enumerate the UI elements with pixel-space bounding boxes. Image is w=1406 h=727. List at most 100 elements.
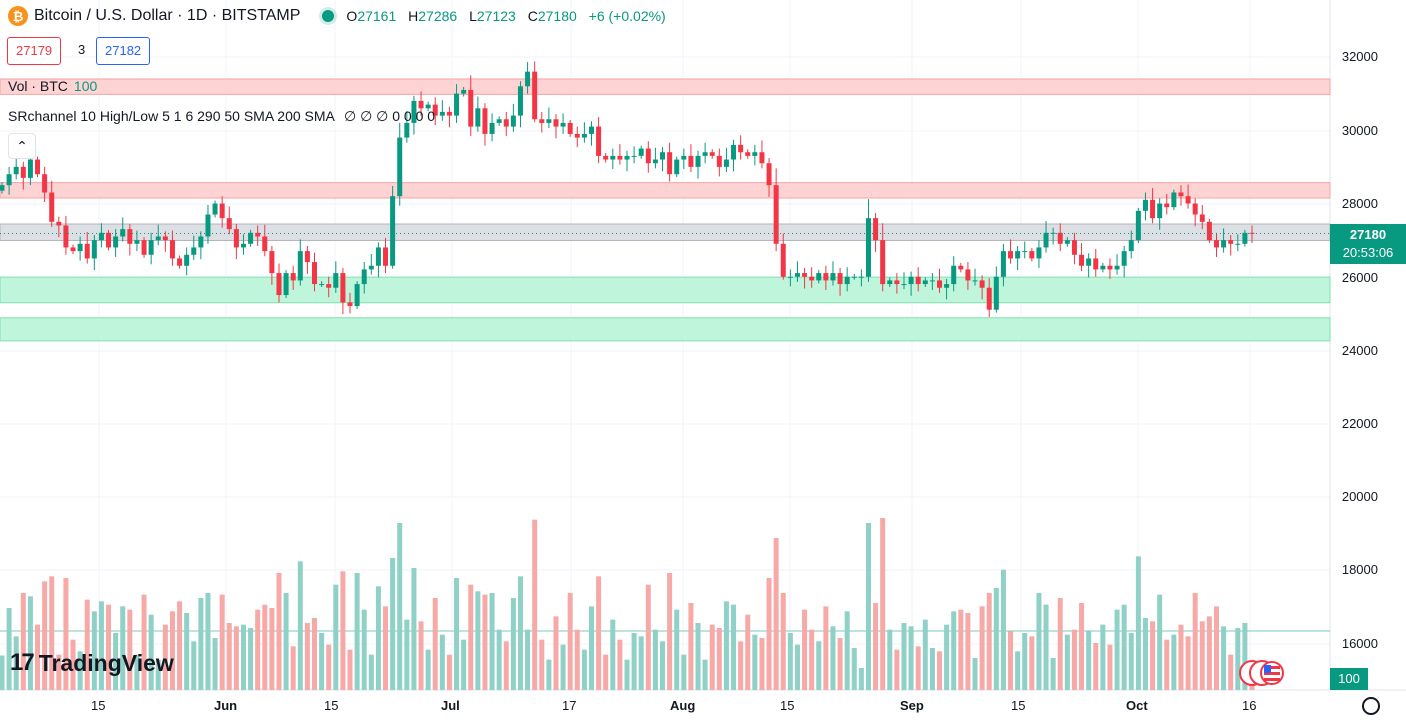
volume-bar	[1043, 604, 1049, 690]
volume-bar	[581, 649, 587, 690]
candle-down	[1150, 199, 1156, 219]
volume-bar	[127, 609, 133, 690]
volume-bar	[645, 584, 651, 690]
open-label: O	[346, 8, 358, 24]
volume-bar	[312, 618, 317, 690]
candle-down	[574, 133, 580, 138]
volume-bar	[787, 633, 793, 690]
candle-up	[425, 104, 431, 109]
candle-down	[539, 119, 545, 123]
volume-bar	[1185, 636, 1191, 690]
candle-down	[780, 243, 786, 277]
gear-icon[interactable]	[1362, 697, 1380, 715]
volume-bar	[873, 603, 879, 690]
candle-down	[1206, 221, 1212, 241]
volume-bar	[603, 654, 609, 690]
candle-up	[972, 280, 978, 282]
volume-bar	[560, 644, 566, 690]
price-tick: 26000	[1341, 270, 1378, 285]
sell-price-button[interactable]: 27179	[7, 37, 62, 65]
candle-down	[127, 229, 133, 244]
candle-up	[1157, 203, 1163, 219]
candle-up	[1022, 251, 1028, 253]
candle-down	[347, 302, 353, 307]
volume-bar	[418, 621, 424, 690]
volume-legend[interactable]: Vol · BTC 100	[8, 78, 97, 94]
candle-down	[383, 247, 389, 266]
candle-down	[169, 240, 175, 259]
volume-bar	[1192, 593, 1198, 690]
collapse-legend-button[interactable]: ⌃	[8, 133, 36, 159]
candle-up	[283, 273, 289, 296]
candle-up	[695, 155, 701, 167]
time-tick: Oct	[1126, 698, 1148, 713]
candle-down	[290, 273, 296, 281]
candle-up	[851, 276, 857, 278]
buy-price-button[interactable]: 27182	[96, 37, 151, 65]
candle-down	[986, 287, 992, 310]
candle-up	[865, 218, 871, 277]
volume-bar	[830, 626, 836, 690]
candle-down	[532, 71, 538, 120]
candle-up	[1142, 199, 1148, 211]
srchannel-label: SRchannel 10 High/Low 5 1 6 290 50 SMA 2…	[8, 108, 335, 124]
volume-bar	[965, 613, 971, 690]
candle-down	[1107, 265, 1113, 270]
volume-bar	[1135, 556, 1141, 690]
candle-up	[1221, 240, 1227, 248]
volume-bar	[1242, 623, 1248, 690]
candle-down	[759, 152, 765, 164]
volume-bar	[716, 628, 722, 690]
time-tick: Sep	[900, 698, 924, 713]
economic-events-icon[interactable]	[1238, 659, 1284, 687]
candle-down	[716, 155, 722, 167]
volume-tag: 100	[1330, 668, 1368, 690]
candle-down	[773, 185, 779, 244]
candle-up	[638, 148, 644, 156]
volume-bar	[695, 623, 701, 690]
symbol-title[interactable]: Bitcoin / U.S. Dollar · 1D · BITSTAMP	[34, 7, 301, 24]
volume-bar	[468, 584, 474, 690]
volume-bar	[489, 593, 495, 690]
candle-down	[162, 236, 168, 241]
candle-down	[873, 218, 879, 241]
time-tick: 15	[780, 698, 795, 713]
volume-bar	[255, 609, 261, 690]
candle-up	[205, 214, 211, 237]
volume-bar	[134, 654, 140, 690]
symbol-header[interactable]: ₿ Bitcoin / U.S. Dollar · 1D · BITSTAMP …	[8, 6, 674, 26]
current-price: 27180	[1349, 227, 1387, 242]
volume-bar	[816, 641, 822, 690]
volume-bar	[84, 599, 90, 690]
price-tick: 32000	[1341, 49, 1378, 64]
volume-bar	[1114, 609, 1120, 690]
volume-bar	[1199, 621, 1205, 690]
price-tick: 20000	[1341, 489, 1378, 504]
volume-bar	[1164, 639, 1170, 690]
candle-down	[84, 243, 90, 259]
tradingview-wordmark: TradingView	[38, 649, 174, 676]
volume-bar	[844, 611, 850, 690]
candle-up	[319, 284, 325, 286]
candle-down	[219, 203, 225, 219]
candle-up	[6, 174, 12, 186]
tradingview-logo[interactable]: 17 TradingView	[10, 649, 174, 677]
volume-bar	[880, 518, 886, 690]
candle-down	[1079, 254, 1085, 266]
volume-bar	[205, 593, 211, 690]
candle-up	[731, 144, 737, 160]
candle-up	[361, 269, 367, 285]
volume-bar	[269, 608, 275, 690]
srchannel-legend[interactable]: SRchannel 10 High/Low 5 1 6 290 50 SMA 2…	[8, 108, 435, 125]
candle-down	[262, 236, 268, 252]
candle-up	[368, 265, 374, 270]
volume-bar	[290, 646, 296, 690]
candle-up	[510, 115, 516, 127]
candle-down	[106, 232, 112, 248]
time-tick: Jun	[214, 698, 238, 713]
price-tick: 18000	[1341, 562, 1378, 577]
volume-bar	[276, 573, 282, 690]
market-status-icon[interactable]	[322, 10, 335, 22]
candle-down	[233, 229, 239, 248]
